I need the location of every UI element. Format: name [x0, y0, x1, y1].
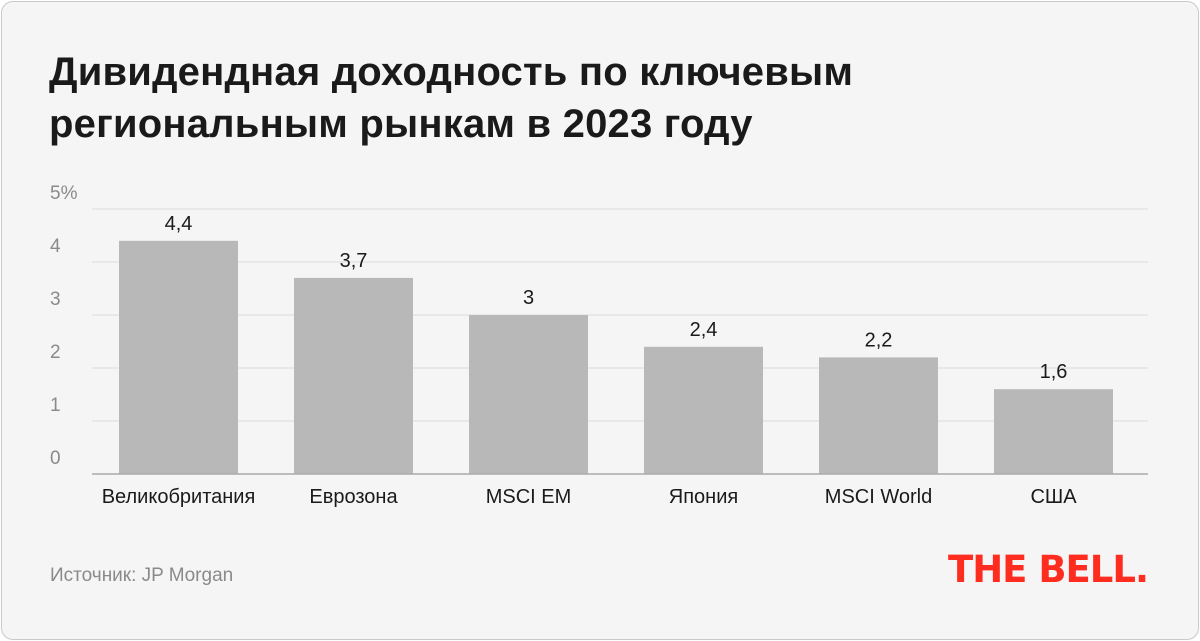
x-category-label: США	[1030, 486, 1077, 508]
bar	[119, 240, 238, 474]
chart-title: Дивидендная доходность по ключевым регио…	[49, 46, 1149, 150]
y-tick-label: 5%	[50, 183, 78, 204]
bar-value-label: 4,4	[165, 213, 193, 235]
y-tick-label: 1	[50, 395, 61, 416]
x-category-label: Япония	[669, 486, 738, 508]
bar-value-label: 1,6	[1040, 361, 1068, 383]
bar	[294, 277, 413, 474]
y-tick-label: 2	[50, 342, 61, 363]
the-bell-logo: THE BELL.	[947, 548, 1149, 591]
bar-value-label: 2,4	[690, 319, 718, 341]
y-tick-label: 3	[50, 289, 61, 310]
source-note: Источник: JP Morgan	[50, 565, 234, 586]
bar	[469, 315, 588, 474]
x-category-label: Великобритания	[102, 486, 256, 508]
bar	[644, 346, 763, 474]
y-tick-label: 0	[50, 448, 61, 469]
bar-value-label: 3	[523, 287, 534, 309]
bar-value-label: 3,7	[340, 250, 368, 272]
bar-value-label: 2,2	[865, 329, 893, 351]
x-category-label: Еврозона	[309, 486, 398, 508]
x-category-label: MSCI EM	[486, 486, 572, 508]
bar	[819, 357, 938, 474]
bar	[994, 389, 1113, 474]
y-tick-label: 4	[50, 236, 61, 257]
title-line-2: региональным рынкам в 2023 году	[49, 102, 753, 146]
x-category-label: MSCI World	[825, 486, 932, 508]
title-line-1: Дивидендная доходность по ключевым	[49, 50, 854, 94]
